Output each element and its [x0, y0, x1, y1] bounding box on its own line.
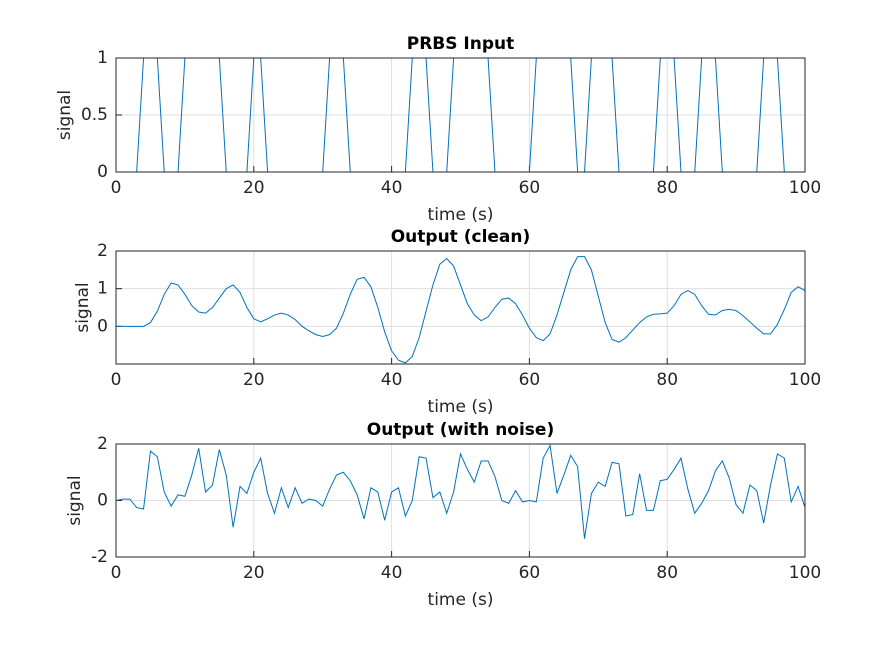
x-tick-label: 20	[243, 370, 265, 390]
x-tick-label: 60	[519, 563, 541, 583]
axes-box	[115, 250, 806, 365]
x-tick-label: 20	[243, 178, 265, 198]
x-tick-label: 100	[789, 563, 821, 583]
x-tick-label: 80	[656, 370, 678, 390]
x-tick-label: 100	[789, 370, 821, 390]
y-axis-label: signal	[65, 475, 85, 525]
x-tick-label: 40	[381, 178, 403, 198]
x-tick-label: 60	[519, 370, 541, 390]
chart-title: Output (clean)	[391, 227, 531, 247]
axes-box	[115, 57, 806, 173]
x-tick-label: 0	[111, 370, 122, 390]
x-tick-label: 100	[789, 178, 821, 198]
x-axis-label: time (s)	[428, 205, 494, 225]
signal-line	[115, 443, 806, 539]
x-tick-label: 20	[243, 563, 265, 583]
y-tick-label: 2	[97, 241, 108, 261]
y-tick-label: 0	[97, 491, 108, 511]
x-tick-label: 0	[111, 563, 122, 583]
x-tick-label: 0	[111, 178, 122, 198]
x-axis-label: time (s)	[428, 397, 494, 417]
y-tick-label: 1	[97, 279, 108, 299]
axes-background	[116, 251, 805, 364]
chart-title: Output (with noise)	[367, 420, 554, 440]
y-axis-label: signal	[73, 282, 93, 332]
y-tick-label: 0.5	[81, 105, 108, 125]
y-tick-label: 1	[97, 48, 108, 68]
y-tick-label: 0	[97, 162, 108, 182]
chart-title: PRBS Input	[407, 34, 515, 54]
x-axis-label: time (s)	[428, 590, 494, 610]
x-tick-label: 60	[519, 178, 541, 198]
x-tick-label: 80	[656, 563, 678, 583]
y-tick-label: 0	[97, 316, 108, 336]
y-tick-label: -2	[91, 547, 108, 567]
x-tick-label: 40	[381, 370, 403, 390]
x-tick-label: 80	[656, 178, 678, 198]
axes-box	[115, 443, 806, 558]
y-axis-label: signal	[55, 90, 75, 140]
x-tick-label: 40	[381, 563, 403, 583]
y-tick-label: 2	[97, 434, 108, 454]
signal-line	[116, 256, 806, 364]
